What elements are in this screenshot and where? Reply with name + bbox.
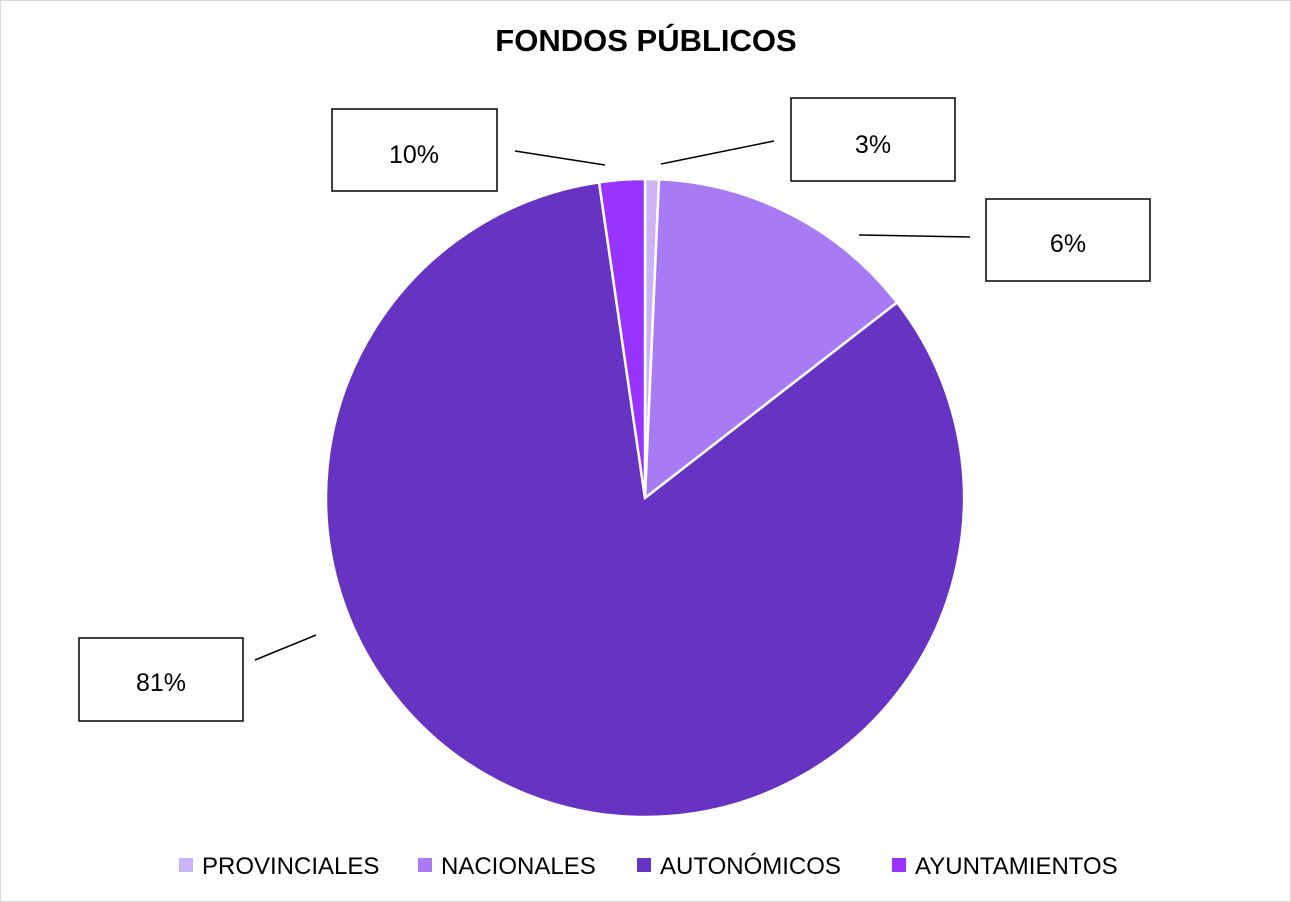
data-label-box-provinciales — [790, 97, 956, 182]
pie-slices — [324, 177, 966, 819]
legend: PROVINCIALES NACIONALES AUTONÓMICOS AYUNTAM… — [179, 853, 1118, 880]
data-label-box-autonomicos — [78, 637, 244, 722]
data-label-box-nacionales — [985, 198, 1151, 282]
legend-label-autonomicos: AUTONÓMICOS — [660, 853, 841, 880]
legend-label-nacionales: NACIONALES — [441, 853, 596, 880]
chart-title: FONDOS PÚBLICOS — [495, 22, 796, 58]
pie-slice-nacionales — [643, 178, 899, 501]
data-label-autonomicos: 81% — [136, 669, 186, 697]
legend-swatch-provinciales — [179, 858, 193, 872]
data-label-ayuntamientos: 10% — [389, 141, 439, 169]
legend-swatch-ayuntamientos — [892, 858, 906, 872]
legend-swatch-autonomicos — [637, 858, 651, 872]
leader-line-ayuntamientos — [514, 150, 606, 166]
data-label-nacionales: 6% — [1050, 230, 1086, 258]
data-labels: 3% 6% 81% 10% — [78, 97, 1151, 722]
data-label-box-ayuntamientos — [331, 108, 498, 192]
legend-label-provinciales: PROVINCIALES — [202, 853, 379, 880]
pie-slice-autonomicos — [324, 180, 966, 819]
leader-line-autonomicos — [254, 634, 317, 661]
leader-line-provinciales — [660, 140, 775, 165]
legend-label-ayuntamientos: AYUNTAMIENTOS — [915, 853, 1118, 880]
legend-swatch-nacionales — [418, 858, 432, 872]
pie-slice-ayuntamientos — [597, 177, 647, 499]
leader-line-nacionales — [858, 234, 971, 238]
data-label-provinciales: 3% — [855, 131, 891, 159]
